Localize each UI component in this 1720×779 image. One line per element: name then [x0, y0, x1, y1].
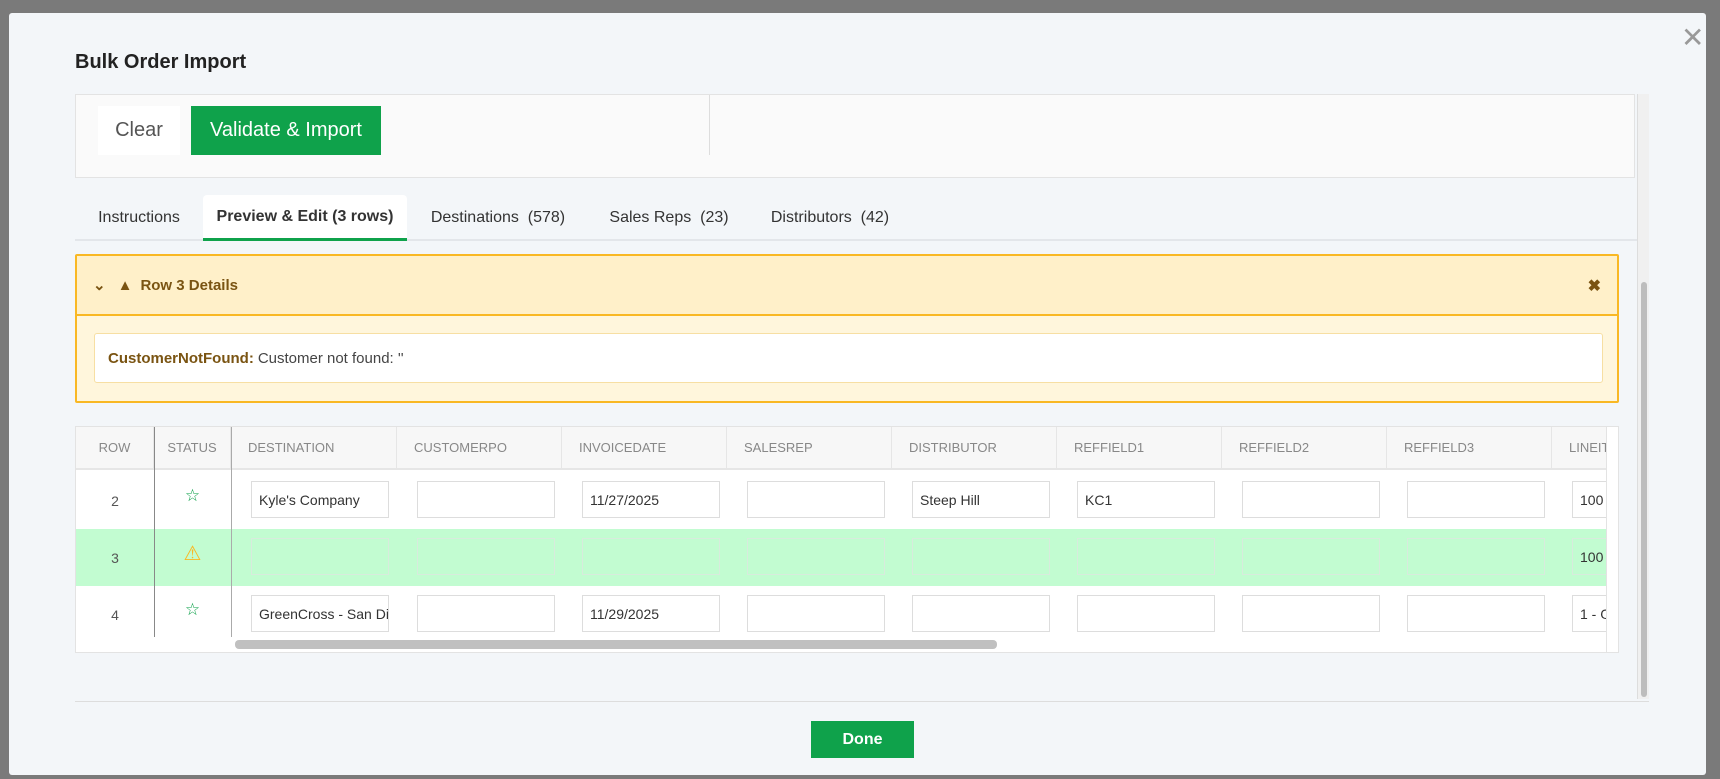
cell-input-salesrep[interactable]	[747, 481, 885, 518]
cell-input-destination[interactable]	[251, 538, 389, 575]
cell-input-distributor[interactable]: Steep Hill	[912, 481, 1050, 518]
cell-input-reffield3[interactable]	[1407, 595, 1545, 632]
column-header[interactable]: STATUS	[154, 427, 231, 468]
vertical-scrollbar[interactable]	[1637, 94, 1649, 699]
column-header[interactable]: REFFIELD1	[1057, 427, 1222, 468]
column-header[interactable]: DESTINATION	[231, 427, 397, 468]
clear-button[interactable]: Clear	[98, 106, 180, 155]
table-row[interactable]: 4 ☆ GreenCross - San Die 11/29/2025 1 - G	[76, 586, 1618, 643]
validate-import-button[interactable]: Validate & Import	[191, 106, 381, 155]
column-header[interactable]: INVOICEDATE	[562, 427, 727, 468]
cell-input-customerpo[interactable]	[417, 595, 555, 632]
toolbar: Clear Validate & Import	[75, 94, 1635, 178]
table-row[interactable]: 3 ⚠ 100 I	[76, 529, 1618, 586]
frozen-column-divider	[154, 427, 155, 637]
star-icon: ☆	[184, 486, 201, 505]
tab-sales-reps[interactable]: Sales Reps (23)	[609, 209, 729, 226]
tab-instructions[interactable]: Instructions	[98, 209, 180, 226]
bulk-import-modal: Bulk Order Import ✕ Clear Validate & Imp…	[9, 13, 1706, 775]
modal-title: Bulk Order Import	[75, 51, 247, 73]
alert-message: CustomerNotFound: Customer not found: ''	[94, 333, 1603, 383]
row-number: 2	[111, 492, 119, 509]
cell-input-reffield2[interactable]	[1242, 595, 1380, 632]
scrollbar-thumb[interactable]	[1641, 282, 1647, 697]
preview-table: ROW STATUS DESTINATION CUSTOMERPO INVOICEDAT…	[75, 426, 1619, 653]
cell-input-reffield3[interactable]	[1407, 538, 1545, 575]
tab-distributors[interactable]: Distributors (42)	[770, 209, 890, 226]
alert-header[interactable]: ⌄ ▲ Row 3 Details ✖	[77, 256, 1617, 316]
horizontal-scrollbar[interactable]	[235, 640, 997, 649]
cell-input-destination[interactable]: Kyle's Company	[251, 481, 389, 518]
close-icon[interactable]: ✕	[1681, 22, 1705, 53]
tab-destinations[interactable]: Destinations (578)	[430, 209, 566, 226]
column-header[interactable]: SALESREP	[727, 427, 892, 468]
cell-input-reffield1[interactable]	[1077, 595, 1215, 632]
column-header[interactable]: DISTRIBUTOR	[892, 427, 1057, 468]
close-alert-icon[interactable]: ✖	[1587, 278, 1601, 295]
cell-input-destination[interactable]: GreenCross - San Die	[251, 595, 389, 632]
row-details-alert: ⌄ ▲ Row 3 Details ✖ CustomerNotFound: Cu…	[75, 254, 1619, 403]
row-number: 3	[111, 549, 119, 566]
cell-input-distributor[interactable]	[912, 538, 1050, 575]
cell-input-reffield3[interactable]	[1407, 481, 1545, 518]
column-header[interactable]: REFFIELD3	[1387, 427, 1552, 468]
row-number: 4	[111, 606, 119, 623]
cell-input-salesrep[interactable]	[747, 595, 885, 632]
tab-preview-edit[interactable]: Preview & Edit (3 rows)	[203, 195, 407, 241]
error-message: Customer not found: ''	[257, 349, 404, 367]
cell-input-distributor[interactable]	[912, 595, 1050, 632]
cell-input-reffield2[interactable]	[1242, 481, 1380, 518]
table-header: ROW STATUS DESTINATION CUSTOMERPO INVOICEDAT…	[76, 427, 1618, 470]
column-header[interactable]: CUSTOMERPO	[397, 427, 562, 468]
table-edge	[1606, 427, 1618, 652]
done-button[interactable]: Done	[811, 721, 914, 758]
warning-icon: ⚠	[183, 543, 202, 565]
footer-divider	[75, 701, 1649, 702]
divider	[709, 95, 710, 155]
cell-input-invoicedate[interactable]: 11/29/2025	[582, 595, 720, 632]
cell-input-customerpo[interactable]	[417, 538, 555, 575]
tab-bar: Instructions Preview & Edit (3 rows) Des…	[75, 195, 1637, 241]
chevron-down-icon[interactable]: ⌄	[93, 277, 106, 294]
cell-input-invoicedate[interactable]: 11/27/2025	[582, 481, 720, 518]
alert-title: Row 3 Details	[140, 276, 238, 294]
star-icon: ☆	[184, 600, 201, 619]
cell-input-reffield2[interactable]	[1242, 538, 1380, 575]
cell-input-customerpo[interactable]	[417, 481, 555, 518]
frozen-column-divider	[231, 427, 232, 637]
column-header[interactable]: LINEIT	[1552, 427, 1618, 468]
column-header[interactable]: REFFIELD2	[1222, 427, 1387, 468]
cell-input-invoicedate[interactable]	[582, 538, 720, 575]
cell-input-lineit[interactable]: 100 I	[1572, 538, 1618, 575]
error-code: CustomerNotFound:	[108, 349, 254, 367]
cell-input-reffield1[interactable]: KC1	[1077, 481, 1215, 518]
column-header[interactable]: ROW	[76, 427, 154, 468]
cell-input-reffield1[interactable]	[1077, 538, 1215, 575]
cell-input-salesrep[interactable]	[747, 538, 885, 575]
warning-icon: ▲	[117, 276, 133, 294]
table-row[interactable]: 2 ☆ Kyle's Company 11/27/2025 Steep Hill KC1 1…	[76, 472, 1618, 529]
